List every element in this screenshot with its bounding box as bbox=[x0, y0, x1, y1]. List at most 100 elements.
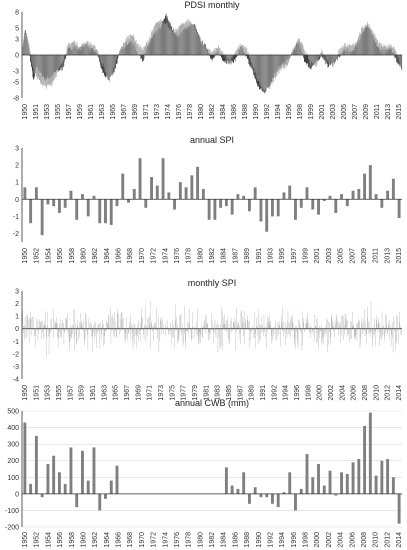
bar bbox=[161, 158, 165, 200]
y-tick-label: 100 bbox=[7, 475, 19, 482]
bar bbox=[230, 199, 234, 215]
x-tick-label: 1965 bbox=[113, 385, 120, 401]
bar bbox=[386, 459, 390, 494]
x-tick-label: 2006 bbox=[351, 385, 358, 401]
x-tick-label: 2015 bbox=[396, 104, 403, 120]
x-tick-label: 1960 bbox=[80, 532, 87, 548]
x-tick-label: 1987 bbox=[232, 248, 239, 264]
x-tick-label: 1987 bbox=[237, 385, 244, 401]
x-tick-label: 2009 bbox=[363, 104, 370, 120]
bar bbox=[357, 189, 361, 200]
bar bbox=[230, 485, 234, 494]
bar bbox=[386, 190, 390, 200]
bar bbox=[69, 190, 73, 200]
bar bbox=[345, 199, 349, 207]
bar bbox=[224, 199, 228, 207]
x-tick-label: 1957 bbox=[67, 385, 74, 401]
x-tick-label: 1972 bbox=[151, 248, 158, 264]
bar bbox=[207, 199, 211, 220]
x-tick-label: 1959 bbox=[77, 104, 84, 120]
bar bbox=[242, 195, 246, 200]
bar bbox=[265, 199, 269, 232]
y-tick-label: -100 bbox=[5, 508, 19, 515]
x-tick-label: 1999 bbox=[308, 104, 315, 120]
x-tick-label: 1976 bbox=[174, 248, 181, 264]
x-tick-label: 1975 bbox=[169, 385, 176, 401]
y-tick-label: -3 bbox=[13, 69, 19, 76]
x-tick-label: 1970 bbox=[139, 532, 146, 548]
bar bbox=[391, 477, 395, 494]
x-tick-label: 1974 bbox=[165, 104, 172, 120]
x-tick-label: 1980 bbox=[197, 532, 204, 548]
bar bbox=[374, 475, 378, 494]
x-tick-label: 2000 bbox=[314, 532, 321, 548]
chart-annual-spi: annual SPI 3 2 1 0 -1 -2 1950 1952 1954 1956 1958 19… bbox=[13, 135, 403, 264]
x-tick-label: 1953 bbox=[45, 385, 52, 401]
bar bbox=[63, 483, 67, 494]
x-tick-label: 1977 bbox=[181, 385, 188, 401]
x-tick-label: 2000 bbox=[317, 385, 324, 401]
bar bbox=[201, 189, 205, 200]
x-tick-label: 1991 bbox=[256, 248, 263, 264]
bar bbox=[276, 493, 280, 508]
bar bbox=[150, 177, 153, 200]
x-tick-label: 1979 bbox=[192, 385, 199, 401]
bar bbox=[282, 192, 286, 200]
bar bbox=[282, 492, 286, 494]
x-tick-label: 1976 bbox=[174, 532, 181, 548]
x-tick-label: 1968 bbox=[127, 248, 134, 264]
bar bbox=[121, 173, 125, 200]
x-tick-label: 1988 bbox=[242, 104, 249, 120]
bar bbox=[52, 199, 56, 207]
bar bbox=[391, 178, 395, 200]
x-tick-label: 1953 bbox=[44, 104, 51, 120]
bar bbox=[247, 199, 251, 212]
x-tick-label: 1950 bbox=[22, 248, 29, 264]
bar bbox=[317, 464, 320, 494]
x-tick-label: 1961 bbox=[88, 104, 95, 120]
x-tick-label: 2006 bbox=[349, 532, 356, 548]
bar bbox=[104, 199, 107, 224]
bar bbox=[115, 465, 119, 494]
x-tick-label: 1958 bbox=[69, 248, 76, 264]
x-tick-label: 1950 bbox=[22, 532, 29, 548]
bar bbox=[46, 464, 50, 494]
x-tick-label: 1950 bbox=[22, 104, 29, 120]
x-tick-label: 2001 bbox=[319, 104, 326, 120]
bar bbox=[34, 187, 38, 200]
bar bbox=[340, 472, 343, 494]
bar bbox=[271, 493, 274, 504]
x-tick-label: 1956 bbox=[57, 248, 64, 264]
bar bbox=[351, 462, 355, 494]
x-tick-label: 2014 bbox=[396, 532, 403, 548]
bar bbox=[184, 187, 188, 200]
y-tick-label: -1 bbox=[13, 214, 19, 221]
bar bbox=[259, 199, 263, 222]
bar bbox=[115, 199, 119, 207]
bar bbox=[328, 470, 332, 494]
x-tick-label: 2009 bbox=[361, 248, 368, 264]
bar bbox=[196, 166, 200, 200]
x-tick-label: 1971 bbox=[143, 104, 150, 120]
bar bbox=[288, 185, 292, 200]
x-tick-label: 1985 bbox=[226, 385, 233, 401]
x-tick-label: 2002 bbox=[328, 385, 335, 401]
x-tick-label: 1982 bbox=[209, 532, 216, 548]
x-tick-label: 1958 bbox=[69, 532, 76, 548]
bar bbox=[109, 480, 113, 494]
x-tick-label: 1961 bbox=[90, 385, 97, 401]
x-tick-label: 1994 bbox=[279, 532, 286, 548]
bar bbox=[40, 199, 44, 236]
bar bbox=[92, 447, 96, 494]
bar bbox=[98, 199, 102, 224]
x-tick-label: 1952 bbox=[34, 532, 41, 548]
x-tick-label: 1990 bbox=[253, 104, 260, 120]
x-tick-label: 1963 bbox=[99, 104, 106, 120]
bar bbox=[40, 493, 44, 498]
x-tick-label: 1969 bbox=[135, 385, 142, 401]
x-tick-label: 2008 bbox=[361, 532, 368, 548]
x-tick-label: 1973 bbox=[154, 104, 161, 120]
x-tick-label: 1954 bbox=[45, 532, 52, 548]
y-tick-label: 300 bbox=[7, 442, 19, 449]
